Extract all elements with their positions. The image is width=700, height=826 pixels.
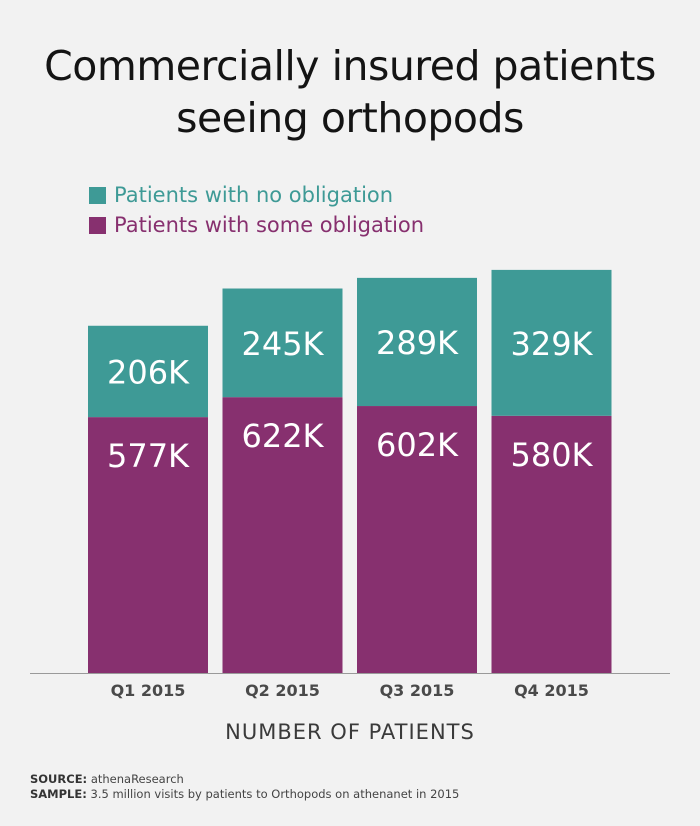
data-label-some-obligation-4: 580K	[510, 436, 593, 474]
stacked-bar-chart: 577K 206K Q1 2015 622K 245K Q2 2015 602K 289K Q3…	[30, 269, 670, 700]
data-label-no-obligation-1: 206K	[107, 353, 190, 391]
data-label-no-obligation-4: 329K	[510, 325, 593, 363]
x-tick-label-1: Q1 2015	[111, 681, 186, 700]
bar-no-obligation-2	[222, 288, 343, 398]
data-label-some-obligation-1: 577K	[107, 437, 190, 475]
legend-swatch-some-obligation	[89, 216, 106, 234]
legend-item-some-obligation: Patients with some obligation	[89, 210, 424, 240]
data-label-some-obligation-3: 602K	[376, 426, 459, 464]
source-line: SOURCE: athenaResearch	[30, 772, 459, 787]
bar-some-obligation-2	[222, 397, 343, 673]
legend: Patients with no obligation Patients wit…	[89, 180, 424, 240]
footer: SOURCE: athenaResearch SAMPLE: 3.5 milli…	[30, 772, 459, 802]
source-label: SOURCE:	[30, 772, 88, 786]
sample-text: 3.5 million visits by patients to Orthop…	[90, 787, 460, 801]
bar-no-obligation-1	[88, 325, 208, 418]
sample-label: SAMPLE:	[30, 787, 87, 801]
data-label-some-obligation-2: 622K	[241, 417, 324, 455]
x-tick-label-4: Q4 2015	[514, 681, 589, 700]
bar-no-obligation-3	[357, 277, 477, 407]
sample-line: SAMPLE: 3.5 million visits by patients t…	[30, 787, 459, 802]
x-tick-label-3: Q3 2015	[380, 681, 455, 700]
x-axis-label: NUMBER OF PATIENTS	[225, 720, 475, 744]
bar-some-obligation-4	[491, 415, 612, 673]
legend-item-no-obligation: Patients with no obligation	[89, 180, 424, 210]
legend-swatch-no-obligation	[89, 186, 106, 204]
x-tick-label-2: Q2 2015	[245, 681, 320, 700]
data-label-no-obligation-3: 289K	[376, 324, 459, 362]
chart-title: Commercially insured patients seeing ort…	[44, 42, 656, 142]
bar-some-obligation-3	[357, 406, 477, 673]
legend-label-no-obligation: Patients with no obligation	[114, 183, 394, 207]
bar-some-obligation-1	[88, 417, 208, 673]
source-text: athenaResearch	[90, 772, 184, 786]
legend-label-some-obligation: Patients with some obligation	[114, 213, 425, 237]
data-label-no-obligation-2: 245K	[241, 325, 324, 363]
bar-no-obligation-4	[491, 269, 612, 416]
